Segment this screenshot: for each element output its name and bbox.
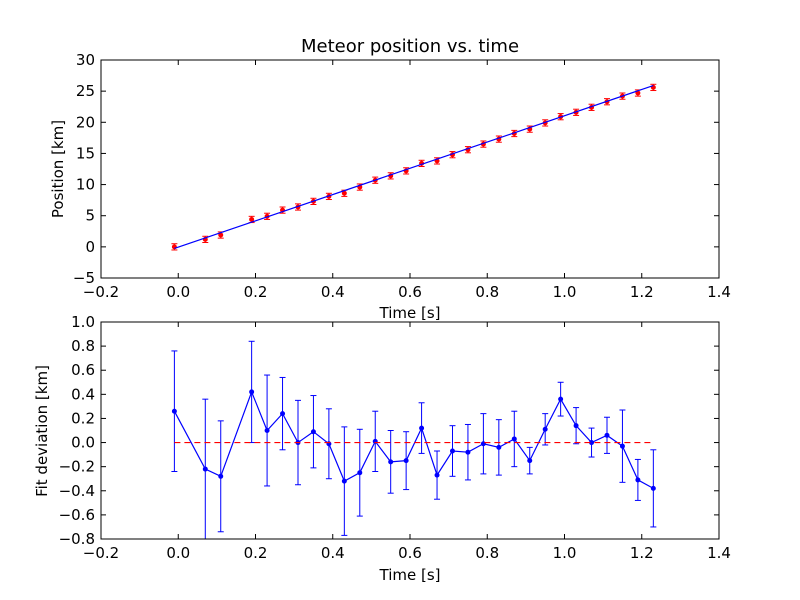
deviation-ytick-label: 1.0 <box>71 313 95 331</box>
data-point <box>449 448 455 454</box>
deviation-ticks: −0.2 0.0 0.2 0.4 0.6 0.8 1.0 1.2 1.4 −0.8 −0.6 −0.4… <box>59 313 731 562</box>
data-point <box>341 190 347 196</box>
data-point <box>558 396 564 402</box>
position-ytick-label: 10 <box>76 176 95 194</box>
data-point <box>403 458 409 464</box>
deviation-xtick-label: 0.4 <box>321 544 345 562</box>
data-point <box>650 485 656 491</box>
position-ytick-label: −5 <box>73 269 95 287</box>
data-point <box>310 429 316 435</box>
deviation-ytick-label: 0.2 <box>71 409 95 427</box>
deviation-axes-frame <box>100 321 720 540</box>
chart-title: Meteor position vs. time <box>301 36 519 57</box>
position-xtick-label: 1.0 <box>553 283 577 301</box>
position-axes-frame <box>100 59 720 279</box>
position-ticks: −0.2 0.0 0.2 0.4 0.6 0.8 1.0 1.2 1.4 −5 0 5 10 15 20 25… <box>73 51 731 301</box>
deviation-xtick-label: 1.4 <box>707 544 731 562</box>
deviation-ytick-label: 0.4 <box>71 385 95 403</box>
position-xtick-label: 0.4 <box>321 283 345 301</box>
data-point <box>388 459 394 465</box>
position-ytick-label: 5 <box>85 207 95 225</box>
data-point <box>249 389 255 395</box>
deviation-chart: −0.2 0.0 0.2 0.4 0.6 0.8 1.0 1.2 1.4 −0.8 −0.6 −0.4… <box>33 313 731 584</box>
position-xtick-label: 1.2 <box>630 283 654 301</box>
position-xtick-label: 0.0 <box>166 283 190 301</box>
deviation-ytick-label: −0.8 <box>59 530 95 548</box>
position-ytick-label: 20 <box>76 113 95 131</box>
data-point <box>619 443 625 449</box>
data-point <box>357 470 363 476</box>
data-point <box>635 477 641 483</box>
position-ytick-label: 0 <box>85 238 95 256</box>
position-ylabel: Position [km] <box>49 120 67 218</box>
data-point <box>434 472 440 478</box>
deviation-xtick-label: 1.0 <box>553 544 577 562</box>
fit-line <box>174 84 654 249</box>
data-point <box>573 423 579 429</box>
deviation-ytick-label: −0.2 <box>59 458 95 476</box>
deviation-xtick-label: −0.2 <box>83 544 119 562</box>
data-point <box>171 408 177 414</box>
deviation-xtick-label: 1.2 <box>630 544 654 562</box>
deviation-xlabel: Time [s] <box>379 566 441 584</box>
position-xtick-label: 0.6 <box>398 283 422 301</box>
position-ytick-label: 30 <box>76 51 95 69</box>
data-point <box>341 478 347 484</box>
deviation-ytick-label: −0.6 <box>59 506 95 524</box>
position-plot-area <box>171 83 657 251</box>
deviation-xtick-label: 0.0 <box>166 544 190 562</box>
data-point <box>249 216 255 222</box>
position-xlabel: Time [s] <box>379 304 441 322</box>
data-point <box>527 458 533 464</box>
data-point <box>218 473 224 479</box>
data-point <box>465 449 471 455</box>
data-point <box>511 436 517 442</box>
deviation-ytick-label: −0.4 <box>59 482 95 500</box>
data-point <box>604 432 610 438</box>
position-xtick-label: 0.8 <box>475 283 499 301</box>
data-point <box>542 426 548 432</box>
deviation-xtick-label: 0.8 <box>475 544 499 562</box>
data-point <box>202 466 208 472</box>
position-chart: Meteor position vs. time −0.2 0.0 0.2 0.4 0.… <box>49 36 731 322</box>
data-point <box>264 428 270 433</box>
position-ytick-label: 25 <box>76 82 95 100</box>
deviation-ytick-label: 0.0 <box>71 434 95 452</box>
data-point <box>280 411 286 417</box>
data-point <box>419 425 425 431</box>
deviation-xtick-label: 0.6 <box>398 544 422 562</box>
deviation-plot-area <box>171 340 657 539</box>
position-xtick-label: 1.4 <box>707 283 731 301</box>
deviation-xtick-label: 0.2 <box>244 544 268 562</box>
data-point <box>496 444 502 450</box>
position-ytick-label: 15 <box>76 144 95 162</box>
deviation-ytick-label: 0.8 <box>71 337 95 355</box>
deviation-ytick-label: 0.6 <box>71 361 95 379</box>
position-xtick-label: −0.2 <box>83 283 119 301</box>
position-xtick-label: 0.2 <box>244 283 268 301</box>
deviation-series-line <box>173 390 654 489</box>
deviation-ylabel: Fit deviation [km] <box>33 365 51 497</box>
